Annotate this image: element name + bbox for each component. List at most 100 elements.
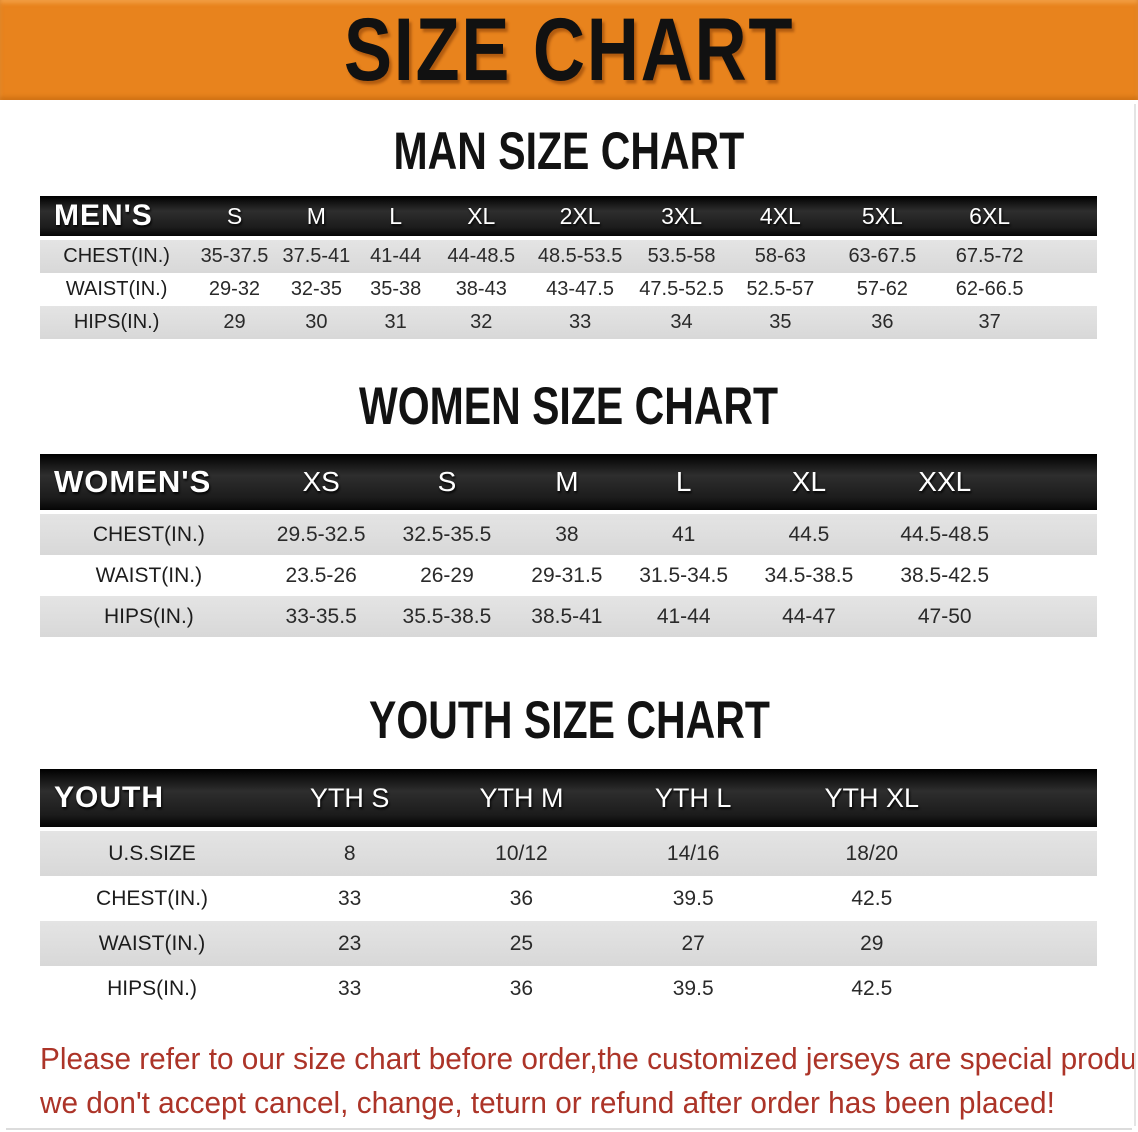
youth-corner-label: YOUTH xyxy=(40,769,265,831)
size-value: 47.5-52.5 xyxy=(631,273,732,306)
men-section-heading-text: MAN SIZE CHART xyxy=(393,121,745,181)
row-spacer xyxy=(1044,306,1097,339)
size-value: 35-37.5 xyxy=(193,240,276,273)
men-size-header: M xyxy=(275,196,358,240)
size-value: 35-38 xyxy=(357,273,435,306)
size-value: 35.5-38.5 xyxy=(384,596,510,637)
row-spacer xyxy=(964,876,1097,921)
size-value: 36 xyxy=(435,876,608,921)
row-spacer xyxy=(964,921,1097,966)
row-label: WAIST(IN.) xyxy=(40,921,265,966)
size-value: 31 xyxy=(357,306,435,339)
youth-row-waist-in.: WAIST(IN.) 23 25 27 29 xyxy=(40,921,1097,966)
size-value: 18/20 xyxy=(778,831,965,876)
size-value: 26-29 xyxy=(384,555,510,596)
size-value: 27 xyxy=(607,921,779,966)
row-spacer xyxy=(964,966,1097,1011)
size-value: 10/12 xyxy=(435,831,608,876)
size-value: 36 xyxy=(829,306,936,339)
banner: SIZE CHART xyxy=(0,0,1138,100)
row-label: CHEST(IN.) xyxy=(40,514,258,555)
women-header-row: WOMEN'S XS S M L XL XXL xyxy=(40,454,1097,514)
size-value: 33-35.5 xyxy=(257,596,385,637)
row-label: CHEST(IN.) xyxy=(40,876,265,921)
women-corner-label: WOMEN'S xyxy=(40,454,258,514)
women-size-header: XXL xyxy=(874,454,1015,514)
men-size-header: 5XL xyxy=(829,196,936,240)
women-header-spacer xyxy=(1014,454,1097,514)
size-value: 39.5 xyxy=(607,876,779,921)
men-size-header: 6XL xyxy=(935,196,1045,240)
youth-header-spacer xyxy=(964,769,1097,831)
size-value: 30 xyxy=(275,306,358,339)
size-value: 37.5-41 xyxy=(275,240,358,273)
women-size-header: XL xyxy=(742,454,875,514)
scan-edge-bottom xyxy=(6,1128,1132,1130)
row-label: CHEST(IN.) xyxy=(40,240,194,273)
men-row-chest-in.: CHEST(IN.) 35-37.5 37.5-41 41-44 44-48.5 48.5… xyxy=(40,240,1097,273)
youth-row-chest-in.: CHEST(IN.) 33 36 39.5 42.5 xyxy=(40,876,1097,921)
men-size-header: XL xyxy=(434,196,529,240)
size-value: 44.5 xyxy=(742,514,875,555)
youth-section-heading-text: YOUTH SIZE CHART xyxy=(368,690,770,750)
row-label: HIPS(IN.) xyxy=(40,966,265,1011)
youth-row-u.s.size: U.S.SIZE 8 10/12 14/16 18/20 xyxy=(40,831,1097,876)
size-value: 33 xyxy=(264,966,436,1011)
men-row-waist-in.: WAIST(IN.) 29-32 32-35 35-38 38-43 43-47.5 47.… xyxy=(40,273,1097,306)
size-value: 32 xyxy=(434,306,529,339)
women-table: WOMEN'S XS S M L XL XXL CHEST(IN.) 29.5-32.5 32.5… xyxy=(40,454,1097,637)
women-section-heading: WOMEN SIZE CHART xyxy=(0,380,1138,432)
women-size-header: XS xyxy=(257,454,385,514)
size-value: 38-43 xyxy=(434,273,529,306)
row-spacer xyxy=(1014,555,1097,596)
men-size-table: MEN'S S M L XL 2XL 3XL 4XL 5XL 6XL CHEST(IN.) 35-37… xyxy=(40,196,1097,339)
row-label: HIPS(IN.) xyxy=(40,596,258,637)
size-value: 29.5-32.5 xyxy=(257,514,385,555)
men-size-header: 2XL xyxy=(528,196,632,240)
size-value: 36 xyxy=(435,966,608,1011)
size-value: 47-50 xyxy=(874,596,1015,637)
size-value: 29 xyxy=(193,306,276,339)
size-value: 31.5-34.5 xyxy=(624,555,743,596)
size-value: 38.5-42.5 xyxy=(874,555,1015,596)
row-spacer xyxy=(1044,240,1097,273)
size-value: 44-47 xyxy=(742,596,875,637)
size-value: 67.5-72 xyxy=(935,240,1045,273)
youth-size-header: YTH XL xyxy=(778,769,965,831)
men-corner-label: MEN'S xyxy=(40,196,194,240)
men-header-row: MEN'S S M L XL 2XL 3XL 4XL 5XL 6XL xyxy=(40,196,1097,240)
women-row-chest-in.: CHEST(IN.) 29.5-32.5 32.5-35.5 38 41 44.5 44.5… xyxy=(40,514,1097,555)
size-value: 32-35 xyxy=(275,273,358,306)
size-value: 43-47.5 xyxy=(528,273,632,306)
youth-size-header: YTH L xyxy=(607,769,779,831)
women-row-waist-in.: WAIST(IN.) 23.5-26 26-29 29-31.5 31.5-34.5 34… xyxy=(40,555,1097,596)
women-size-header: L xyxy=(624,454,743,514)
row-spacer xyxy=(964,831,1097,876)
size-value: 58-63 xyxy=(731,240,830,273)
scan-edge-right xyxy=(1134,104,1136,1126)
youth-size-table: YOUTH YTH S YTH M YTH L YTH XL U.S.SIZE 8 10/12… xyxy=(40,769,1097,1011)
size-value: 41-44 xyxy=(357,240,435,273)
disclaimer: Please refer to our size chart before or… xyxy=(40,1037,1138,1125)
women-row-hips-in.: HIPS(IN.) 33-35.5 35.5-38.5 38.5-41 41-44 44-… xyxy=(40,596,1097,637)
size-value: 35 xyxy=(731,306,830,339)
row-spacer xyxy=(1044,273,1097,306)
size-value: 42.5 xyxy=(778,966,965,1011)
size-value: 53.5-58 xyxy=(631,240,732,273)
youth-table: YOUTH YTH S YTH M YTH L YTH XL U.S.SIZE 8 10/12… xyxy=(40,769,1097,1011)
size-value: 62-66.5 xyxy=(935,273,1045,306)
size-value: 33 xyxy=(264,876,436,921)
size-value: 39.5 xyxy=(607,966,779,1011)
size-value: 63-67.5 xyxy=(829,240,936,273)
row-label: WAIST(IN.) xyxy=(40,555,258,596)
men-size-header: S xyxy=(193,196,276,240)
size-value: 38 xyxy=(509,514,625,555)
size-value: 14/16 xyxy=(607,831,779,876)
men-size-header: L xyxy=(357,196,435,240)
row-label: WAIST(IN.) xyxy=(40,273,194,306)
size-value: 23 xyxy=(264,921,436,966)
size-value: 38.5-41 xyxy=(509,596,625,637)
men-size-header: 3XL xyxy=(631,196,732,240)
size-value: 48.5-53.5 xyxy=(528,240,632,273)
